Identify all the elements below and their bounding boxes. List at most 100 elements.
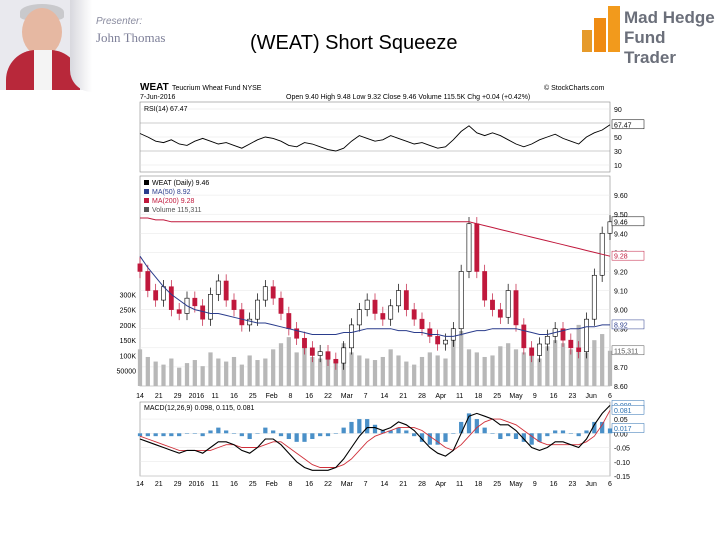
macd-histogram-bar: [560, 430, 566, 434]
x-tick-label: 28: [418, 481, 426, 488]
candle-body: [372, 299, 378, 314]
volume-bar: [419, 356, 425, 386]
candle-body: [286, 313, 292, 330]
chart-source: © StockCharts.com: [544, 84, 605, 92]
macd-histogram-bar: [263, 427, 268, 434]
price-last-value: 8.92: [614, 322, 628, 329]
candle-body: [278, 297, 284, 314]
macd-histogram-bar: [529, 433, 534, 445]
candle-body: [560, 328, 566, 341]
macd-signal-line: [139, 410, 611, 468]
macd-histogram-bar: [521, 433, 526, 442]
macd-histogram-bar: [568, 433, 573, 434]
candle-body: [364, 299, 370, 310]
volume-bar: [145, 356, 150, 386]
macd-histogram-bar: [584, 430, 589, 434]
candle-body: [215, 280, 221, 295]
legend-swatch: [144, 198, 149, 203]
rsi-tick-label: 30: [614, 149, 622, 156]
ma50-line: [139, 255, 610, 337]
macd-histogram-bar: [255, 433, 260, 434]
macd-last-value: 0.017: [614, 426, 632, 433]
candle-body: [255, 299, 260, 320]
volume-bar: [545, 346, 550, 386]
price-tick-label: 9.20: [614, 269, 628, 276]
price-last-value-box: [611, 216, 645, 227]
rsi-line: [139, 124, 611, 152]
x-tick-label: 21: [155, 393, 163, 400]
volume-bar: [278, 343, 284, 386]
macd-histogram-bar: [294, 433, 299, 442]
macd-tick-label: 0.00: [614, 431, 628, 438]
macd-histogram-bar: [310, 433, 315, 439]
price-tick-label: 9.10: [614, 289, 628, 296]
rsi-tick-label: 50: [614, 135, 622, 142]
candle-body: [388, 305, 394, 320]
candle-body: [333, 358, 339, 364]
macd-histogram-bar: [192, 433, 197, 434]
volume-bar: [325, 355, 331, 386]
x-axis: 14 21 29 2016 11 16 25 Feb 8 16 22 Mar 7 14 21 28 Apr 11 1…: [136, 393, 612, 400]
rsi-tick-label: 10: [614, 163, 622, 170]
candle-body: [584, 318, 589, 352]
chart-ohlc: Open 9.40 High 9.48 Low 9.32 Close 9.46 …: [286, 94, 530, 101]
x-tick-label: May: [509, 481, 523, 488]
candle-body: [302, 337, 307, 349]
volume-bar: [412, 364, 417, 386]
volume-bar: [365, 358, 370, 386]
candle-body: [497, 309, 503, 318]
candle-body: [490, 299, 495, 310]
volume-bar: [271, 349, 276, 386]
x-tick-label: Apr: [435, 393, 447, 400]
candle-body: [223, 280, 229, 301]
x-tick-label: 21: [399, 481, 407, 488]
x-tick-label: 11: [456, 393, 463, 400]
x-tick-label: 14: [381, 393, 389, 400]
volume-bar: [482, 356, 487, 386]
stock-chart: WEAT Teucrium Wheat Fund NYSE © StockCha…: [114, 80, 650, 490]
volume-tick-label: 300K: [120, 292, 137, 299]
price-tick-label: 8.70: [614, 365, 628, 372]
macd-histogram-bar: [239, 433, 244, 437]
volume-tick-label: 200K: [120, 323, 137, 330]
price-tick-label: 8.90: [614, 327, 628, 334]
macd-last-value: 0.081: [614, 408, 632, 415]
x-tick-label: 18: [475, 481, 483, 488]
x-tick-label: 16: [230, 481, 238, 488]
macd-line: [139, 405, 611, 471]
chart-symbol: WEAT: [140, 82, 169, 93]
volume-bar: [200, 366, 205, 386]
candle-body: [474, 223, 480, 272]
macd-histogram-bar: [600, 421, 605, 434]
macd-histogram-bar: [216, 427, 221, 434]
volume-tick-label: 150K: [120, 338, 137, 345]
macd-tick-label: -0.15: [614, 474, 630, 481]
rsi-last-value: 67.47: [614, 122, 632, 129]
x-tick-label: 23: [569, 481, 577, 488]
x-tick-label: Feb: [266, 393, 278, 400]
x-tick-label: 18: [475, 393, 483, 400]
x-tick-label: 9: [533, 481, 537, 488]
volume-bar: [239, 364, 244, 386]
ma200-line: [140, 217, 611, 257]
x-tick-label: 8: [288, 393, 292, 400]
macd-histogram-bar: [325, 433, 331, 437]
candle-body: [576, 347, 582, 352]
x-tick-label: Jun: [586, 481, 597, 488]
volume-bar: [443, 358, 448, 386]
volume-bar: [169, 358, 174, 386]
candle-body: [419, 318, 425, 330]
chart-instrument-name: Teucrium Wheat Fund NYSE: [172, 85, 262, 92]
candle-body: [521, 324, 527, 349]
x-tick-label: 22: [324, 481, 332, 488]
x-tick-label: 2016: [189, 393, 205, 400]
volume-bar: [498, 346, 503, 386]
volume-bar: [286, 337, 291, 386]
candle-body: [153, 290, 159, 301]
volume-bar: [177, 367, 182, 386]
x-tick-label: 28: [418, 393, 426, 400]
volume-bar: [224, 361, 229, 386]
volume-bar: [435, 355, 440, 386]
x-tick-label: 8: [288, 481, 292, 488]
volume-bar: [521, 352, 526, 386]
